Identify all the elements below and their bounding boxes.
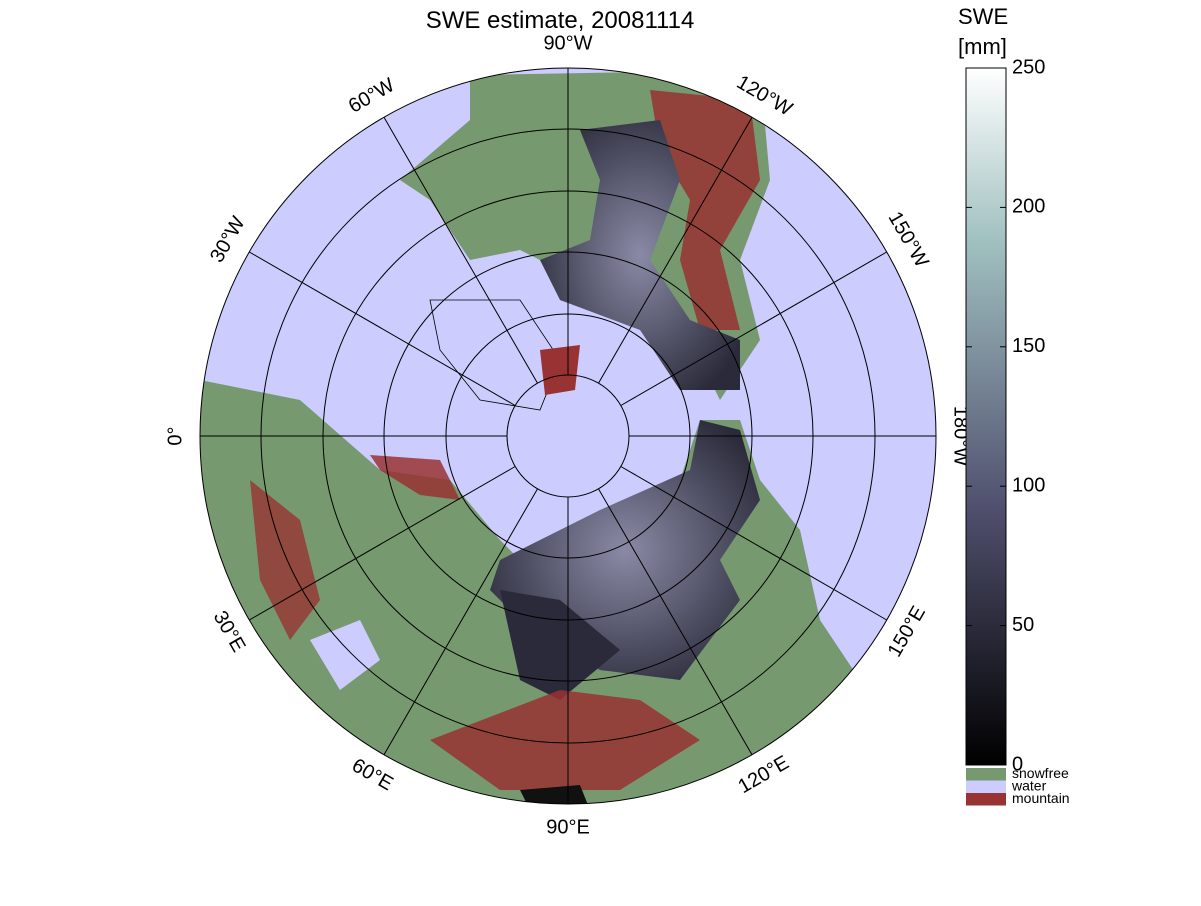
colorbar [965, 67, 1007, 766]
legend-swatch [966, 780, 1006, 793]
colorbar-tick-label: 150 [1012, 335, 1045, 357]
meridian [598, 117, 753, 384]
meridian [620, 251, 887, 406]
legend-label: water [1011, 778, 1047, 794]
meridian [383, 488, 538, 755]
colorbar-label: [mm] [958, 34, 1007, 59]
longitude-label: 30°W [206, 213, 250, 267]
colorbar-tick-label: 0 [1012, 753, 1023, 775]
legend-label: mountain [1012, 790, 1070, 806]
colorbar-label: SWE [958, 4, 1008, 29]
map-disk [200, 68, 936, 804]
colorbar-tick-label: 100 [1012, 474, 1045, 496]
longitude-label: 0° [164, 426, 186, 445]
colorbar-tick-label: 200 [1012, 196, 1045, 218]
colorbar-axis: 0 50 100 150 200 250 [966, 56, 1045, 775]
longitude-label: 60°W [345, 74, 399, 118]
meridian [620, 466, 887, 621]
longitude-label: 30°E [209, 607, 250, 656]
legend-label: snowfree [1012, 765, 1069, 781]
longitude-label: 90°W [543, 32, 592, 54]
meridian [249, 251, 516, 406]
meridian [598, 488, 753, 755]
colorbar-tick-label: 250 [1012, 56, 1045, 78]
colorbar-tick-label: 50 [1012, 614, 1034, 636]
meridian [249, 466, 516, 621]
legend-swatch [966, 768, 1006, 781]
map-title: SWE estimate, 20081114 [426, 7, 695, 34]
meridian [383, 117, 538, 384]
graticule [199, 67, 937, 805]
longitude-label: 90°E [546, 816, 590, 838]
longitude-label: 60°E [348, 754, 397, 795]
legend-swatch [966, 793, 1006, 806]
